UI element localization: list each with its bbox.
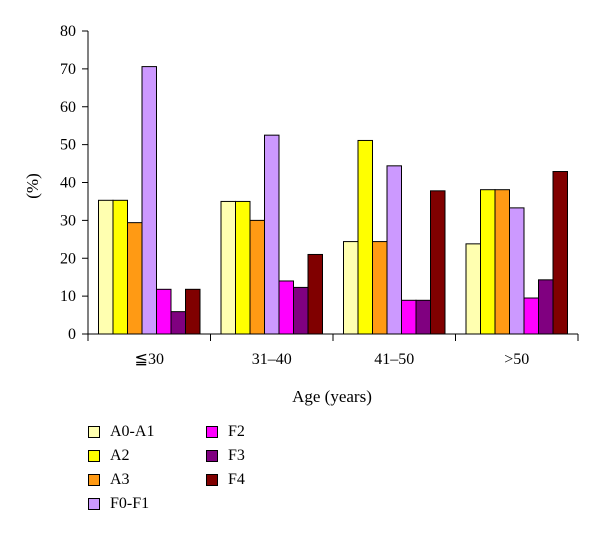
- bar-f3-0: [170, 311, 186, 335]
- legend-label: F4: [228, 471, 245, 488]
- x-tick-label: 31–40: [252, 351, 292, 368]
- legend-item-f0-f1: F0-F1: [88, 494, 149, 514]
- legend-item-f4: F4: [206, 470, 245, 490]
- bar-a0-a1-3: [465, 243, 481, 335]
- bar-f0-f1-2: [386, 165, 402, 335]
- bar-f0-f1-0: [141, 66, 157, 335]
- bar-a0-a1-1: [220, 200, 236, 335]
- bar-f4-0: [185, 288, 201, 335]
- legend-label: F2: [228, 423, 245, 440]
- bar-a0-a1-0: [98, 199, 114, 335]
- legend-swatch: [206, 450, 218, 462]
- legend-label: F3: [228, 447, 245, 464]
- bar-f4-2: [430, 190, 446, 335]
- bar-a2-1: [235, 200, 251, 335]
- y-tick-label: 80: [60, 23, 76, 40]
- bar-a3-2: [372, 241, 388, 335]
- legend-label: A3: [110, 471, 130, 488]
- bar-a3-3: [494, 189, 510, 335]
- y-tick-label: 0: [68, 326, 76, 343]
- legend-swatch: [88, 474, 100, 486]
- bar-f0-f1-1: [264, 134, 280, 335]
- y-axis: 0 10 20 30 40 50 60 70 80: [60, 23, 89, 343]
- x-axis: ≦30 31–40 41–50 >50: [87, 333, 579, 368]
- y-tick-label: 20: [60, 250, 76, 267]
- bar-a0-a1-2: [343, 241, 359, 335]
- bar-a3-1: [249, 219, 265, 335]
- bar-f2-1: [278, 280, 294, 335]
- bar-f0-f1-3: [509, 207, 525, 335]
- bar-f2-3: [523, 297, 539, 335]
- legend-label: A0-A1: [110, 423, 155, 440]
- bar-f4-1: [307, 253, 323, 335]
- bar-a2-3: [480, 189, 496, 335]
- legend-label: A2: [110, 447, 130, 464]
- legend-item-a3: A3: [88, 470, 130, 490]
- bar-series: [98, 66, 568, 335]
- x-tick-label: ≦30: [135, 351, 164, 368]
- bar-f2-0: [156, 288, 172, 335]
- bar-a2-0: [112, 199, 128, 335]
- legend-swatch: [88, 450, 100, 462]
- legend-swatch: [88, 498, 100, 510]
- x-tick-label: >50: [504, 351, 529, 368]
- bar-f3-2: [415, 299, 431, 335]
- legend-swatch: [206, 426, 218, 438]
- y-tick-label: 60: [60, 99, 76, 116]
- bar-f3-3: [538, 279, 554, 335]
- legend-item-a2: A2: [88, 446, 130, 466]
- x-tick-label: 41–50: [374, 351, 414, 368]
- y-tick-label: 10: [60, 288, 76, 305]
- y-tick-label: 30: [60, 212, 76, 229]
- bar-f3-1: [293, 286, 309, 335]
- bar-f2-2: [401, 299, 417, 335]
- legend-swatch: [88, 426, 100, 438]
- y-axis-title: (%): [23, 173, 42, 198]
- bar-a2-2: [357, 139, 373, 335]
- legend-swatch: [206, 474, 218, 486]
- bar-f4-3: [552, 171, 568, 335]
- legend-item-f2: F2: [206, 422, 245, 442]
- legend-label: F0-F1: [110, 495, 150, 512]
- y-tick-label: 70: [60, 61, 76, 78]
- x-axis-title: Age (years): [292, 387, 372, 406]
- y-tick-label: 40: [60, 175, 76, 192]
- bar-chart: 0 10 20 30 40 50 60 70 80 ≦30 31–40 41–50 >50 (%) A…: [23, 23, 579, 406]
- y-tick-label: 50: [60, 137, 76, 154]
- bar-a3-0: [127, 222, 143, 335]
- legend-item-a0-a1: A0-A1: [88, 422, 154, 442]
- legend-item-f3: F3: [206, 446, 245, 466]
- legend: A0-A1 A2 A3 F0-F1 F2 F3 F4: [88, 422, 348, 522]
